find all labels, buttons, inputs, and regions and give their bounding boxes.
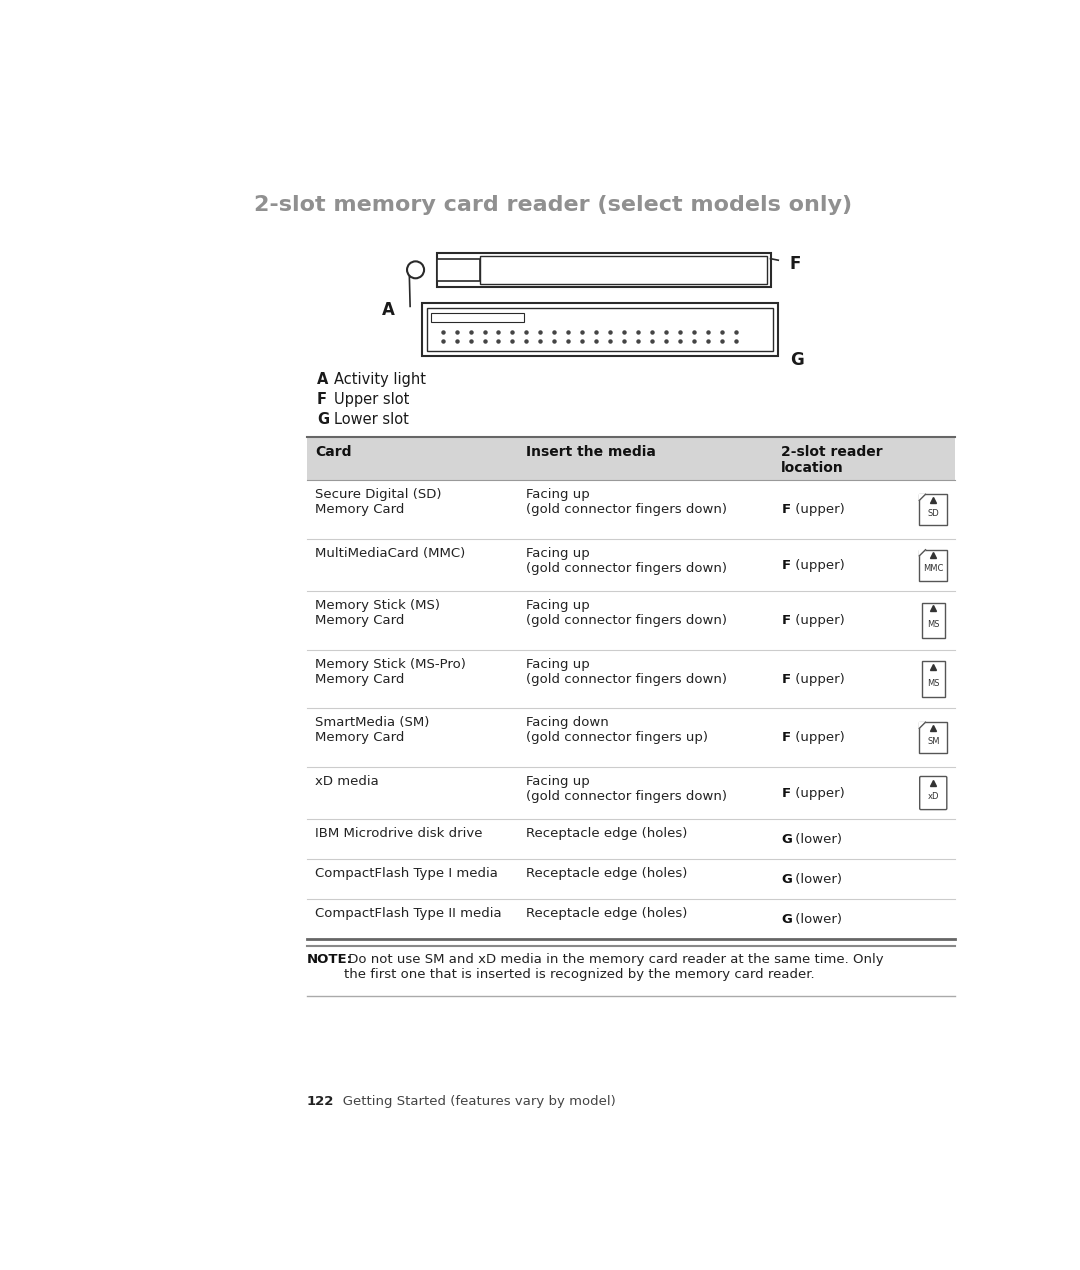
Polygon shape (919, 550, 926, 556)
Text: MS: MS (927, 620, 940, 630)
Text: Receptacle edge (holes): Receptacle edge (holes) (526, 907, 687, 919)
Text: (upper): (upper) (791, 559, 845, 572)
Text: 2-slot memory card reader (select models only): 2-slot memory card reader (select models… (255, 194, 852, 215)
Bar (431, 312, 524, 321)
Text: xD: xD (928, 792, 939, 801)
Text: (upper): (upper) (791, 732, 845, 744)
Bar (919, 494, 947, 525)
Bar (422, 302, 779, 357)
Text: Facing down
(gold connector fingers up): Facing down (gold connector fingers up) (526, 716, 707, 744)
Text: CompactFlash Type II media: CompactFlash Type II media (314, 907, 501, 919)
Text: (lower): (lower) (791, 833, 841, 846)
Text: (lower): (lower) (791, 913, 841, 926)
Text: F: F (789, 255, 801, 273)
Text: SD: SD (928, 509, 940, 518)
Bar (921, 662, 945, 697)
Text: Facing up
(gold connector fingers down): Facing up (gold connector fingers down) (526, 658, 727, 686)
Bar (437, 259, 480, 281)
Text: 2-slot reader
location: 2-slot reader location (781, 444, 883, 475)
Text: Memory Stick (MS-Pro)
Memory Card: Memory Stick (MS-Pro) Memory Card (314, 658, 465, 686)
Text: NOTE:: NOTE: (307, 954, 353, 966)
Text: G: G (318, 411, 329, 427)
Text: (upper): (upper) (791, 786, 845, 800)
Text: G: G (781, 872, 793, 885)
Text: MS: MS (927, 679, 940, 688)
Text: Facing up
(gold connector fingers down): Facing up (gold connector fingers down) (526, 599, 727, 627)
Bar (919, 550, 947, 580)
Text: IBM Microdrive disk drive: IBM Microdrive disk drive (314, 827, 483, 839)
Bar (921, 603, 945, 639)
Text: CompactFlash Type I media: CompactFlash Type I media (314, 867, 498, 880)
Text: Card: Card (314, 444, 351, 458)
Text: Facing up
(gold connector fingers down): Facing up (gold connector fingers down) (526, 546, 727, 574)
Text: Do not use SM and xD media in the memory card reader at the same time. Only
the : Do not use SM and xD media in the memory… (345, 954, 883, 982)
Text: Facing up
(gold connector fingers down): Facing up (gold connector fingers down) (526, 488, 727, 516)
Text: F: F (781, 673, 791, 686)
Text: F: F (318, 392, 327, 408)
FancyBboxPatch shape (920, 776, 947, 809)
Text: Receptacle edge (holes): Receptacle edge (holes) (526, 867, 687, 880)
Text: (upper): (upper) (791, 615, 845, 627)
Text: F: F (781, 615, 791, 627)
Text: (lower): (lower) (791, 872, 841, 885)
Text: Lower slot: Lower slot (334, 411, 409, 427)
Bar (919, 723, 947, 753)
Text: MultiMediaCard (MMC): MultiMediaCard (MMC) (314, 546, 465, 560)
Text: Memory Stick (MS)
Memory Card: Memory Stick (MS) Memory Card (314, 599, 440, 627)
Bar (428, 307, 773, 351)
Text: Secure Digital (SD)
Memory Card: Secure Digital (SD) Memory Card (314, 488, 442, 516)
Text: Upper slot: Upper slot (334, 392, 409, 408)
Bar (307, 437, 955, 480)
Text: G: G (789, 352, 804, 370)
Polygon shape (919, 723, 926, 729)
Text: G: G (781, 913, 793, 926)
Text: (upper): (upper) (791, 503, 845, 516)
Text: xD media: xD media (314, 775, 379, 787)
Text: SmartMedia (SM)
Memory Card: SmartMedia (SM) Memory Card (314, 716, 429, 744)
Text: 122: 122 (307, 1095, 335, 1107)
Text: MMC: MMC (923, 564, 944, 573)
Text: G: G (781, 833, 793, 846)
Text: A: A (381, 301, 394, 319)
Text: Activity light: Activity light (334, 372, 427, 387)
Text: A: A (318, 372, 328, 387)
Text: Receptacle edge (holes): Receptacle edge (holes) (526, 827, 687, 839)
Text: Getting Started (features vary by model): Getting Started (features vary by model) (330, 1095, 616, 1107)
Text: F: F (781, 503, 791, 516)
Text: F: F (781, 559, 791, 572)
Text: Facing up
(gold connector fingers down): Facing up (gold connector fingers down) (526, 775, 727, 803)
Bar (480, 255, 768, 284)
Text: F: F (781, 732, 791, 744)
Text: (upper): (upper) (791, 673, 845, 686)
Text: F: F (781, 786, 791, 800)
Text: Insert the media: Insert the media (526, 444, 656, 458)
Polygon shape (919, 494, 926, 500)
Bar (437, 253, 770, 287)
Text: SM: SM (927, 737, 940, 745)
